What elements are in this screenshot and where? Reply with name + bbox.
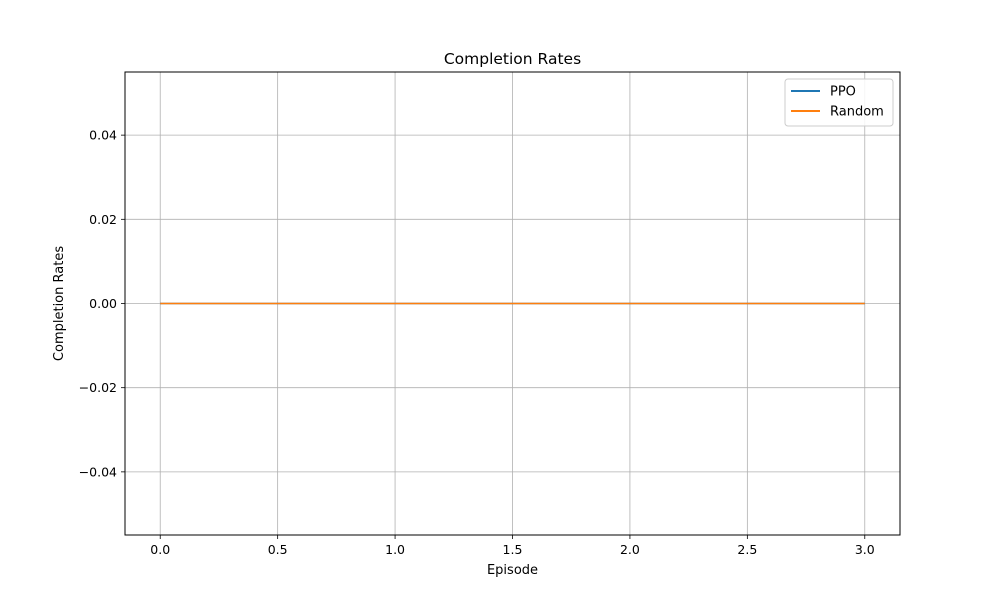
x-tick-label: 1.0 xyxy=(385,542,405,557)
y-axis-title: Completion Rates xyxy=(52,246,67,361)
y-tick-label: −0.04 xyxy=(79,464,117,479)
x-tick-label: 3.0 xyxy=(855,542,875,557)
legend: PPO Random xyxy=(784,78,894,127)
x-axis-title: Episode xyxy=(487,563,538,578)
x-axis: 0.0 0.5 1.0 1.5 2.0 2.5 3.0 xyxy=(150,535,875,557)
x-tick-label: 0.5 xyxy=(268,542,288,557)
y-tick-label: 0.00 xyxy=(89,296,117,311)
y-tick-label: 0.02 xyxy=(89,212,117,227)
chart-title: Completion Rates xyxy=(444,50,581,68)
legend-label-random: Random xyxy=(830,105,884,120)
legend-label-ppo: PPO xyxy=(830,85,856,100)
x-tick-label: 1.5 xyxy=(503,542,523,557)
x-tick-label: 2.0 xyxy=(620,542,640,557)
y-axis: 0.04 0.02 0.00 −0.02 −0.04 xyxy=(79,128,125,479)
x-tick-label: 2.5 xyxy=(737,542,757,557)
y-tick-label: 0.04 xyxy=(89,128,117,143)
x-tick-label: 0.0 xyxy=(150,542,170,557)
y-tick-label: −0.02 xyxy=(79,380,117,395)
